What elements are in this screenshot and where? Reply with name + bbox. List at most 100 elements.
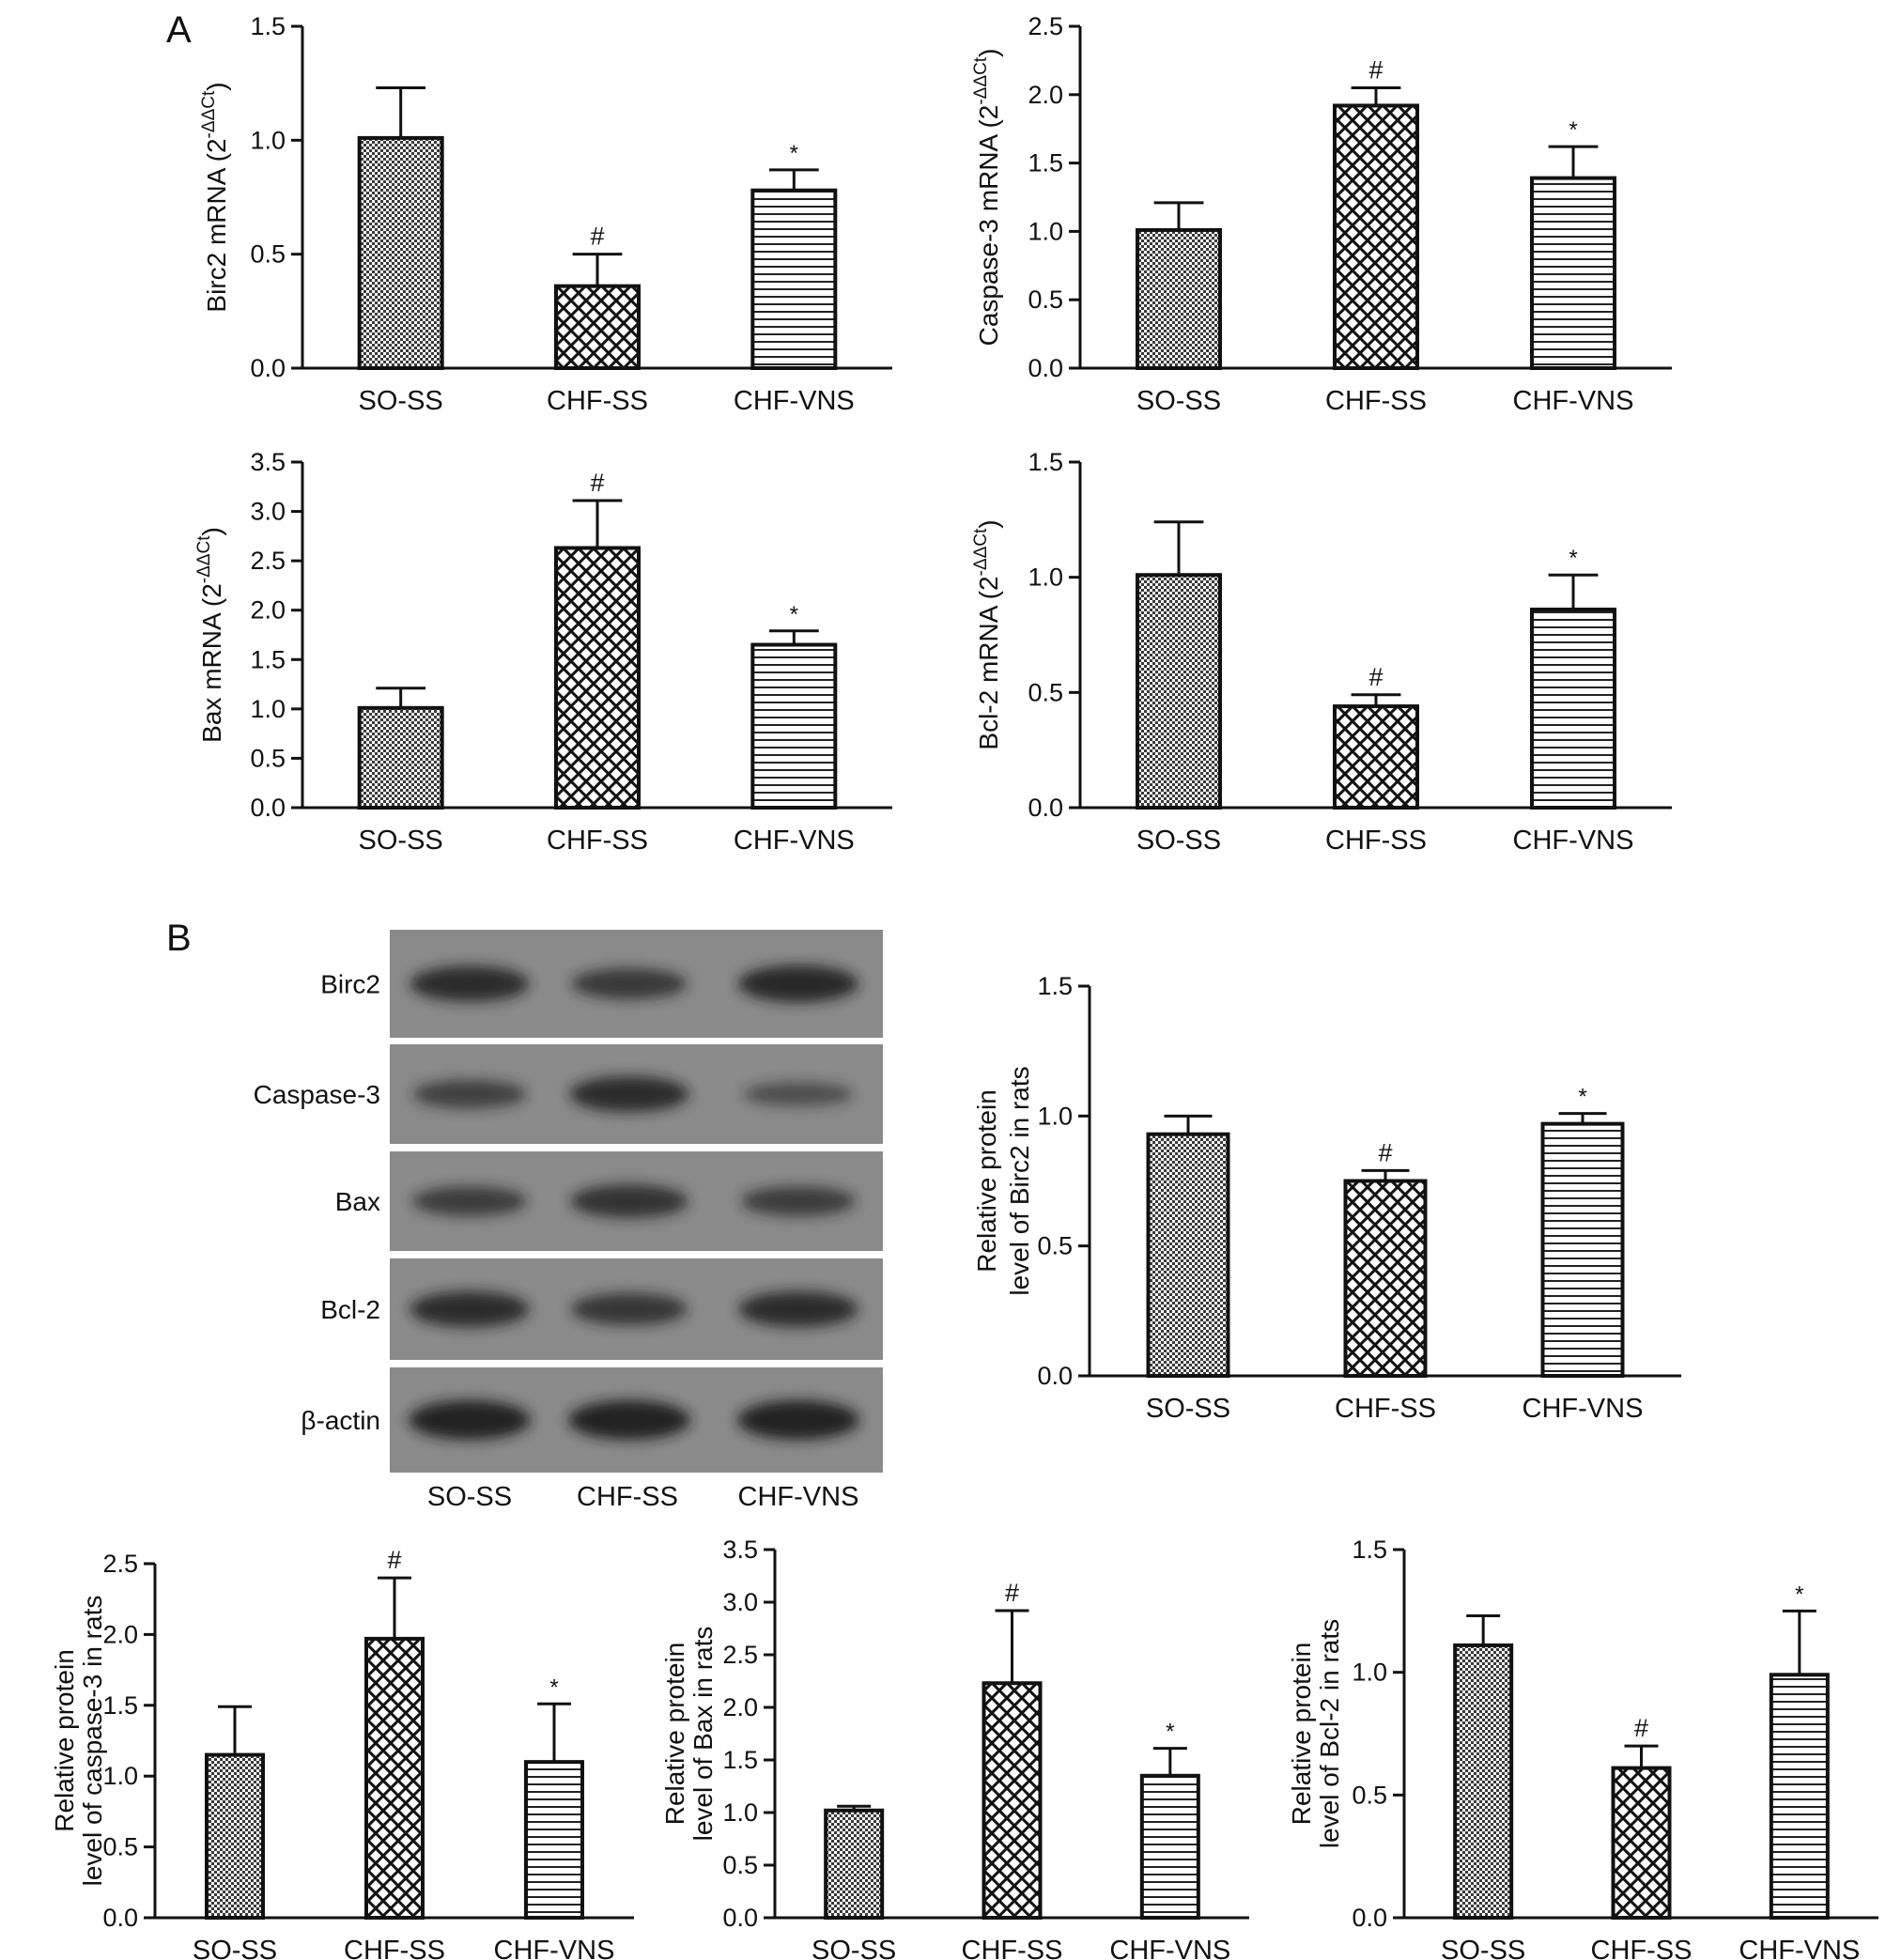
y-tick-label: 1.5: [1028, 448, 1063, 476]
y-tick-label: 3.5: [722, 1536, 758, 1564]
bar-chart-1: 0.0 0.5 1.0 1.5 SO-SS # CHF-SS * CHF-VNS Birc2 mR…: [199, 12, 892, 416]
significance-marker: *: [1569, 546, 1577, 571]
y-axis-label-line: level of Birc2 in rats: [1005, 1066, 1034, 1295]
significance-marker: #: [590, 223, 604, 251]
bar-chart-7: 0.0 0.5 1.0 1.5 2.0 2.5 3.0 3.5 SO-SS # CHF-SS * CHF…: [660, 1536, 1249, 1960]
y-axis-label-end: ): [197, 527, 226, 535]
x-tick-label: CHF-SS: [1335, 1394, 1436, 1424]
y-axis-label-line: Relative protein: [660, 1643, 689, 1826]
y-tick-label: 1.5: [102, 1691, 138, 1720]
bar-so-ss: [1453, 1643, 1514, 1921]
significance-marker: *: [1166, 1720, 1174, 1745]
panel-label-a: A: [166, 9, 192, 51]
bar-chf-ss: [1333, 704, 1419, 810]
y-axis-label-line: Relative protein: [50, 1649, 79, 1832]
blot-row--actin: β-actin: [301, 1367, 883, 1473]
blot-band: [569, 1075, 689, 1113]
y-axis-label-line: Relative protein: [1287, 1643, 1316, 1826]
y-tick-label: 1.5: [250, 12, 286, 40]
y-tick-label: 0.5: [250, 744, 286, 772]
bar-chf-vns: [524, 1760, 584, 1920]
y-axis-label: Bax mRNA (2-ΔΔCt): [194, 527, 226, 743]
y-tick-label: 0.5: [1037, 1232, 1073, 1260]
significance-marker: #: [1378, 1138, 1392, 1166]
y-axis-label-line: level of caspase-3 in rats: [78, 1596, 107, 1887]
y-axis-label-main: Bcl-2 mRNA (2: [974, 576, 1003, 749]
bar-so-ss: [824, 1808, 885, 1921]
x-tick-label: CHF-VNS: [1523, 1394, 1644, 1424]
x-tick-label: SO-SS: [1441, 1936, 1525, 1960]
bar-chart-2: 0.0 0.5 1.0 1.5 2.0 2.5 SO-SS # CHF-SS * CHF-VNS Ca…: [971, 12, 1672, 416]
bar-charts: 0.0 0.5 1.0 1.5 SO-SS # CHF-SS * CHF-VNS Birc2 mR…: [50, 12, 1878, 1960]
y-axis-label: Relative protein level of Birc2 in rats: [972, 1066, 1034, 1295]
y-tick-label: 0.5: [250, 240, 286, 269]
blot-band: [571, 968, 688, 999]
y-axis-label-superscript: -ΔΔCt: [194, 535, 214, 583]
bar-chart-5: 0.0 0.5 1.0 1.5 SO-SS # CHF-SS * CHF-VNS Relative…: [972, 972, 1681, 1424]
y-axis-label: Relative proteinlevel of Bax in rats: [660, 1627, 718, 1842]
x-tick-label: CHF-VNS: [1513, 826, 1634, 856]
blot-band: [737, 1400, 859, 1440]
blot-band: [410, 1290, 530, 1328]
y-axis-label-superscript: -ΔΔCt: [971, 528, 991, 576]
bar-chart-3: 0.0 0.5 1.0 1.5 2.0 2.5 3.0 3.5 SO-SS # CHF-SS * CHF…: [194, 448, 892, 856]
y-axis-label: Relative proteinlevel of caspase-3 in ra…: [50, 1596, 107, 1887]
blot-band: [570, 1184, 688, 1218]
y-tick-label: 0.0: [102, 1904, 138, 1932]
y-tick-label: 1.5: [1352, 1536, 1387, 1564]
blot-band: [409, 1400, 531, 1440]
blot-row-label: Bcl-2: [320, 1295, 380, 1324]
bar-chf-vns: [1540, 1121, 1625, 1378]
y-tick-label: 1.5: [1028, 149, 1063, 177]
y-axis-label-main: Caspase-3 mRNA (2: [974, 105, 1003, 347]
blot-row-label: Birc2: [320, 970, 380, 999]
x-tick-label: CHF-VNS: [734, 386, 855, 416]
x-tick-label: CHF-SS: [547, 826, 648, 856]
significance-marker: *: [1578, 1085, 1586, 1110]
significance-marker: #: [1368, 56, 1383, 85]
y-axis-label-main: Bax mRNA (2: [197, 583, 226, 743]
significance-marker: #: [1368, 663, 1383, 691]
x-tick-label: SO-SS: [359, 386, 443, 416]
y-tick-label: 2.5: [102, 1550, 138, 1578]
blot-band: [738, 965, 858, 1003]
x-tick-label: CHF-SS: [1591, 1936, 1693, 1960]
bar-so-ss: [205, 1752, 265, 1920]
bar-so-ss: [1146, 1132, 1230, 1378]
x-tick-label: CHF-SS: [962, 1936, 1063, 1960]
y-axis-label: Relative proteinlevel of Bcl-2 in rats: [1287, 1619, 1344, 1848]
y-tick-label: 2.5: [1028, 12, 1063, 40]
bar-chart-6: 0.0 0.5 1.0 1.5 2.0 2.5 SO-SS # CHF-SS * CHF-VNS Re…: [50, 1546, 634, 1960]
western-blot: Birc2 Caspase-3 Bax Bcl-2 β-actin SO-SS CHF-SS…: [254, 930, 883, 1512]
bar-chart-8: 0.0 0.5 1.0 1.5 SO-SS # CHF-SS * CHF-VNS Relative…: [1287, 1536, 1878, 1960]
y-tick-label: 2.5: [250, 547, 286, 575]
y-tick-label: 1.0: [102, 1762, 138, 1790]
y-tick-label: 0.5: [1352, 1781, 1387, 1809]
significance-marker: #: [1005, 1579, 1019, 1607]
blot-band: [410, 965, 530, 1002]
x-tick-label: SO-SS: [359, 826, 443, 856]
y-tick-label: 0.0: [250, 794, 286, 822]
significance-marker: *: [549, 1674, 558, 1700]
blot-band: [743, 1082, 854, 1106]
blot-row-label: Bax: [335, 1187, 380, 1216]
x-tick-label: SO-SS: [812, 1936, 896, 1960]
y-tick-label: 1.5: [250, 645, 286, 673]
blot-band: [738, 1290, 858, 1328]
y-tick-label: 1.5: [1037, 972, 1073, 1000]
x-tick-label: SO-SS: [1136, 386, 1221, 416]
bar-chf-ss: [554, 284, 641, 371]
blot-lane-label: SO-SS: [427, 1482, 512, 1512]
blot-lane-label: CHF-VNS: [738, 1482, 859, 1512]
bar-chf-ss: [554, 546, 641, 810]
significance-marker: *: [790, 602, 798, 627]
bar-so-ss: [1136, 573, 1222, 810]
y-tick-label: 0.0: [1028, 794, 1063, 822]
y-axis-label-line: level of Bax in rats: [688, 1627, 718, 1842]
y-axis-label: Bcl-2 mRNA (2-ΔΔCt): [971, 519, 1003, 749]
y-tick-label: 0.0: [1352, 1904, 1387, 1932]
y-tick-label: 3.0: [722, 1588, 758, 1616]
blot-row-bax: Bax: [335, 1151, 883, 1251]
y-tick-label: 1.0: [250, 695, 286, 723]
